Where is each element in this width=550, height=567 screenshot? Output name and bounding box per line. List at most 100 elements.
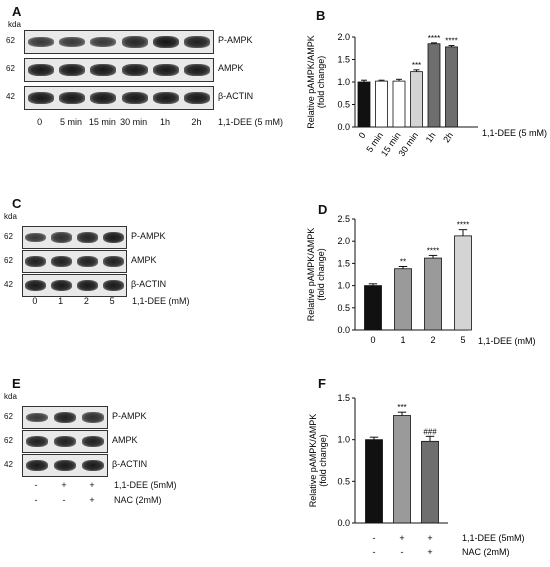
blot-band	[51, 255, 73, 268]
blot-band	[102, 279, 124, 292]
y-tick-label: 1.5	[337, 258, 350, 268]
blot-band	[81, 435, 105, 448]
blot-band	[121, 92, 148, 104]
blot-strip	[24, 30, 214, 54]
y-tick-label: 0.5	[337, 100, 350, 110]
bar-chart-b: 0.0 0.5 1.0 1.5 2.0 Relative pAMPK/AMPK(fold …	[306, 32, 547, 158]
blot-band	[121, 36, 148, 48]
mw-marker: 62	[4, 255, 13, 265]
bar	[410, 71, 423, 128]
blot-band	[153, 35, 179, 49]
significance-mark: ****	[428, 34, 440, 43]
blot-band	[90, 92, 117, 104]
lane-label: 1	[58, 296, 64, 306]
y-tick-label: 1.5	[337, 55, 350, 65]
treatment-sign: +	[427, 533, 432, 543]
blot-strip	[22, 274, 127, 297]
blot-strip	[22, 250, 127, 273]
y-axis-label: Relative pAMPK/AMPK(fold change)	[306, 228, 326, 322]
blot-band	[27, 92, 54, 104]
treatment-sign: -	[62, 495, 66, 505]
treatment-sign: +	[399, 533, 404, 543]
blot-band	[59, 36, 85, 48]
bar	[393, 415, 411, 524]
treatment-sign: -	[34, 495, 38, 505]
treatment-sign: -	[34, 480, 38, 490]
blot-band	[184, 64, 211, 76]
y-tick-label: 1.0	[337, 435, 350, 445]
treatment-label-c: 1,1-DEE (mM)	[132, 296, 190, 306]
kda-label-a: kda	[8, 20, 21, 29]
blot-band	[27, 64, 54, 76]
lane-label: 5	[109, 296, 115, 306]
mw-marker: 62	[6, 36, 15, 45]
protein-label: β-ACTIN	[112, 458, 148, 469]
treatment-label-a: 1,1-DEE (5 mM)	[218, 117, 284, 127]
blot-band	[81, 412, 105, 423]
blot-band	[25, 412, 49, 423]
treatment-name: NAC (2mM)	[462, 547, 510, 557]
y-tick-label: 2.0	[337, 236, 350, 246]
lane-label: 2	[83, 296, 89, 306]
y-axis-label: Relative pAMPK/AMPK(fold change)	[306, 35, 326, 129]
blot-strip	[24, 58, 214, 82]
y-tick-label: 0.0	[337, 518, 350, 528]
significance-mark: ****	[445, 37, 457, 46]
lane-label: 0	[32, 296, 38, 306]
blot-band	[153, 92, 179, 104]
blot-strip	[24, 86, 214, 110]
x-tick-label: 5	[460, 335, 465, 345]
x-axis-label: 1,1-DEE (mM)	[478, 336, 536, 346]
bar	[357, 81, 371, 128]
x-axis-label: 1,1-DEE (5 mM)	[482, 128, 547, 138]
significance-mark: ***	[412, 61, 421, 70]
blot-strip	[22, 454, 108, 477]
blot-strip	[22, 430, 108, 453]
bar	[427, 43, 441, 128]
blot-band	[90, 64, 117, 76]
bar	[392, 80, 406, 128]
blot-band	[53, 411, 77, 424]
x-tick-label: 1h	[424, 130, 438, 144]
significance-mark: **	[400, 258, 406, 267]
mw-marker: 42	[4, 459, 13, 469]
treatment-name: 1,1-DEE (5mM)	[462, 533, 525, 543]
significance-mark: ****	[457, 221, 469, 230]
x-tick-label: 2h	[441, 130, 455, 144]
lane-label: 15 min	[88, 117, 116, 127]
y-tick-label: 1.0	[337, 77, 350, 87]
blot-band	[51, 232, 73, 243]
bar	[364, 285, 382, 331]
panel-label-b: B	[316, 8, 326, 23]
blot-band	[25, 459, 49, 472]
y-tick-label: 0.5	[337, 303, 350, 313]
blot-band	[51, 279, 73, 292]
mw-marker: 62	[4, 411, 13, 421]
bar	[375, 80, 388, 128]
lane-label: 0	[37, 117, 43, 127]
x-tick-label: 0	[370, 335, 375, 345]
panel-label-d: D	[318, 202, 328, 217]
treatment-sign: +	[427, 547, 432, 557]
blot-strip	[22, 226, 127, 249]
blot-band	[25, 279, 47, 292]
bar	[394, 268, 412, 331]
kda-label-c: kda	[4, 212, 17, 221]
blot-band	[102, 231, 124, 244]
blot-band	[184, 36, 211, 48]
treatment-sign: +	[89, 495, 95, 505]
y-axis-label: Relative pAMPK/AMPK(fold change)	[308, 414, 328, 508]
blot-band	[102, 255, 124, 268]
protein-label: AMPK	[131, 254, 157, 265]
panel-label-f: F	[318, 376, 326, 391]
y-tick-label: 0.0	[337, 325, 350, 335]
y-tick-label: 2.5	[337, 214, 350, 224]
blot-band	[81, 459, 105, 472]
bar	[424, 257, 442, 331]
protein-label: P-AMPK	[112, 410, 147, 421]
treatment-sign: -	[373, 547, 376, 557]
treatment-name: 1,1-DEE (5mM)	[114, 480, 177, 490]
bar	[454, 235, 472, 331]
bar	[365, 439, 383, 524]
significance-mark: ***	[397, 403, 406, 412]
